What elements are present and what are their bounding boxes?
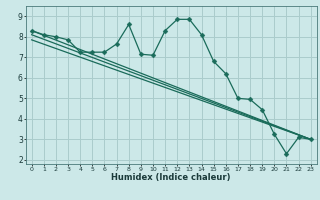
X-axis label: Humidex (Indice chaleur): Humidex (Indice chaleur) <box>111 173 231 182</box>
